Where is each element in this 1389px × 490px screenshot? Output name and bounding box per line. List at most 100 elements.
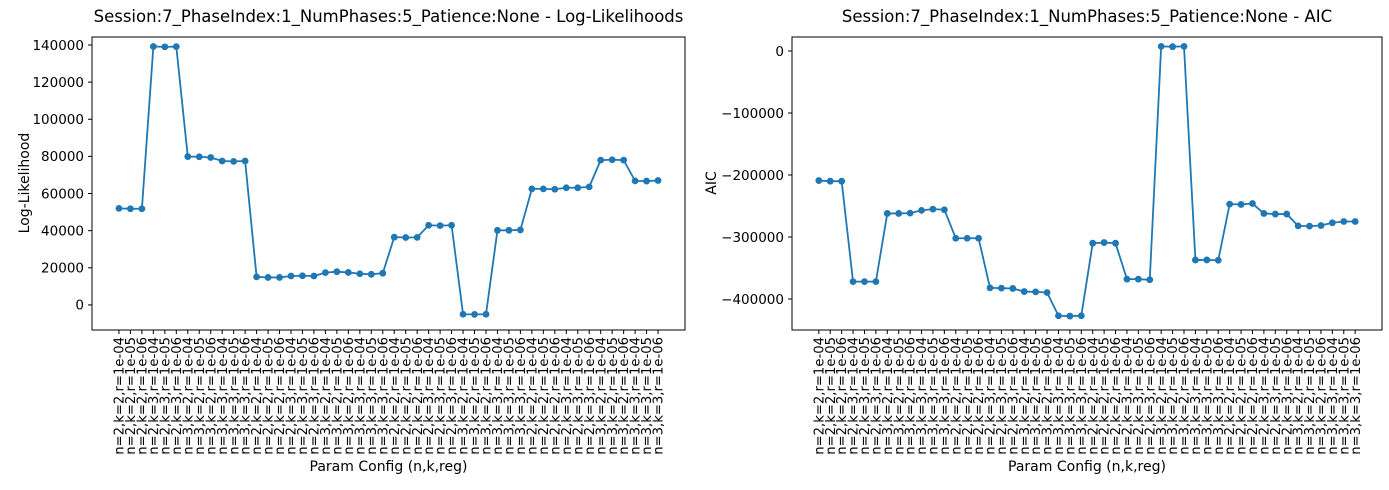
svg-text:n=2,k=3,r=1e-04: n=2,k=3,r=1e-04 [984, 337, 999, 455]
svg-text:n=2,k=2,r=1e-06: n=2,k=2,r=1e-06 [548, 337, 563, 455]
svg-text:n=3,k=3,r=1e-05: n=3,k=3,r=1e-05 [927, 337, 942, 455]
svg-text:n=2,k=2,r=1e-05: n=2,k=2,r=1e-05 [262, 337, 277, 455]
svg-text:n=3,k=3,r=1e-06: n=3,k=3,r=1e-06 [1349, 337, 1364, 455]
svg-text:n=3,k=2,r=1e-04: n=3,k=2,r=1e-04 [1155, 337, 1170, 455]
svg-text:n=2,k=3,r=1e-04: n=2,k=3,r=1e-04 [422, 337, 437, 455]
svg-text:n=2,k=2,r=1e-06: n=2,k=2,r=1e-06 [273, 337, 288, 455]
svg-text:n=2,k=2,r=1e-05: n=2,k=2,r=1e-05 [124, 337, 139, 455]
svg-text:−100000: −100000 [721, 106, 784, 122]
y-axis-label: Log-Likelihood [17, 132, 33, 234]
svg-text:n=3,k=3,r=1e-06: n=3,k=3,r=1e-06 [514, 337, 529, 455]
svg-text:n=3,k=2,r=1e-06: n=3,k=2,r=1e-06 [480, 337, 495, 455]
svg-text:n=2,k=3,r=1e-06: n=2,k=3,r=1e-06 [308, 337, 323, 455]
svg-text:n=3,k=3,r=1e-04: n=3,k=3,r=1e-04 [353, 337, 368, 455]
svg-text:n=2,k=3,r=1e-05: n=2,k=3,r=1e-05 [1269, 337, 1284, 455]
svg-text:n=2,k=3,r=1e-06: n=2,k=3,r=1e-06 [1280, 337, 1295, 455]
svg-text:0: 0 [75, 298, 84, 314]
svg-text:80000: 80000 [41, 149, 84, 165]
svg-text:n=3,k=3,r=1e-05: n=3,k=3,r=1e-05 [640, 337, 655, 455]
svg-text:n=2,k=3,r=1e-04: n=2,k=3,r=1e-04 [847, 337, 862, 455]
svg-text:n=3,k=3,r=1e-04: n=3,k=3,r=1e-04 [1326, 337, 1341, 455]
svg-text:n=3,k=2,r=1e-06: n=3,k=2,r=1e-06 [904, 337, 919, 455]
svg-text:n=3,k=2,r=1e-05: n=3,k=2,r=1e-05 [330, 337, 345, 455]
svg-text:n=2,k=2,r=1e-06: n=2,k=2,r=1e-06 [135, 337, 150, 455]
svg-text:0: 0 [775, 44, 784, 60]
svg-text:n=2,k=3,r=1e-05: n=2,k=3,r=1e-05 [995, 337, 1010, 455]
svg-text:n=2,k=2,r=1e-05: n=2,k=2,r=1e-05 [1098, 337, 1113, 455]
svg-text:n=3,k=2,r=1e-05: n=3,k=2,r=1e-05 [1166, 337, 1181, 455]
svg-text:n=3,k=2,r=1e-05: n=3,k=2,r=1e-05 [892, 337, 907, 455]
svg-text:n=2,k=2,r=1e-06: n=2,k=2,r=1e-06 [972, 337, 987, 455]
svg-text:n=2,k=3,r=1e-06: n=2,k=3,r=1e-06 [869, 337, 884, 455]
log-likelihood-plot-area: 0 20000 40000 60000 80000 100000 120000 140000 n… [32, 36, 686, 455]
svg-text:n=3,k=3,r=1e-05: n=3,k=3,r=1e-05 [227, 337, 242, 455]
svg-text:−300000: −300000 [721, 230, 784, 246]
svg-text:n=2,k=3,r=1e-05: n=2,k=3,r=1e-05 [434, 337, 449, 455]
svg-text:n=3,k=2,r=1e-05: n=3,k=2,r=1e-05 [193, 337, 208, 455]
svg-text:n=3,k=3,r=1e-04: n=3,k=3,r=1e-04 [629, 337, 644, 455]
svg-text:60000: 60000 [41, 186, 84, 202]
svg-text:n=2,k=3,r=1e-04: n=2,k=3,r=1e-04 [1121, 337, 1136, 455]
aic-plot-area: 0 −100000 −200000 −300000 −400000 n=2,k=2,r=1… [721, 36, 1383, 455]
svg-text:120000: 120000 [32, 75, 84, 91]
svg-text:n=3,k=2,r=1e-04: n=3,k=2,r=1e-04 [594, 337, 609, 455]
svg-text:n=3,k=3,r=1e-04: n=3,k=3,r=1e-04 [915, 337, 930, 455]
svg-text:n=3,k=3,r=1e-04: n=3,k=3,r=1e-04 [491, 337, 506, 455]
svg-text:n=3,k=3,r=1e-05: n=3,k=3,r=1e-05 [503, 337, 518, 455]
svg-text:n=3,k=2,r=1e-05: n=3,k=2,r=1e-05 [1303, 337, 1318, 455]
svg-text:n=3,k=2,r=1e-04: n=3,k=2,r=1e-04 [881, 337, 896, 455]
svg-text:n=3,k=2,r=1e-05: n=3,k=2,r=1e-05 [468, 337, 483, 455]
svg-text:n=3,k=3,r=1e-06: n=3,k=3,r=1e-06 [938, 337, 953, 455]
svg-text:n=3,k=3,r=1e-06: n=3,k=3,r=1e-06 [652, 337, 667, 455]
svg-text:n=3,k=2,r=1e-06: n=3,k=2,r=1e-06 [617, 337, 632, 455]
svg-text:n=2,k=2,r=1e-06: n=2,k=2,r=1e-06 [1109, 337, 1124, 455]
chart-title: Session:7_PhaseIndex:1_NumPhases:5_Patie… [93, 7, 684, 26]
svg-text:n=2,k=2,r=1e-04: n=2,k=2,r=1e-04 [949, 337, 964, 455]
svg-text:n=2,k=3,r=1e-04: n=2,k=3,r=1e-04 [285, 337, 300, 455]
svg-text:n=3,k=3,r=1e-04: n=3,k=3,r=1e-04 [1189, 337, 1204, 455]
svg-text:n=2,k=3,r=1e-06: n=2,k=3,r=1e-06 [1143, 337, 1158, 455]
svg-text:n=2,k=2,r=1e-04: n=2,k=2,r=1e-04 [525, 337, 540, 455]
svg-text:n=3,k=3,r=1e-04: n=3,k=3,r=1e-04 [216, 337, 231, 455]
svg-text:n=2,k=3,r=1e-06: n=2,k=3,r=1e-06 [1006, 337, 1021, 455]
svg-text:n=2,k=3,r=1e-05: n=2,k=3,r=1e-05 [1132, 337, 1147, 455]
svg-text:n=3,k=2,r=1e-05: n=3,k=2,r=1e-05 [606, 337, 621, 455]
svg-text:n=3,k=2,r=1e-04: n=3,k=2,r=1e-04 [319, 337, 334, 455]
svg-text:n=3,k=2,r=1e-04: n=3,k=2,r=1e-04 [1292, 337, 1307, 455]
aic-chart: 0 −100000 −200000 −300000 −400000 n=2,k=2,r=1… [695, 0, 1389, 490]
svg-text:n=2,k=3,r=1e-04: n=2,k=3,r=1e-04 [560, 337, 575, 455]
svg-text:n=2,k=2,r=1e-05: n=2,k=2,r=1e-05 [1235, 337, 1250, 455]
log-likelihood-chart: 0 20000 40000 60000 80000 100000 120000 140000 n… [17, 7, 686, 475]
svg-text:n=3,k=3,r=1e-06: n=3,k=3,r=1e-06 [239, 337, 254, 455]
chart-title: Session:7_PhaseIndex:1_NumPhases:5_Patie… [841, 7, 1333, 26]
svg-text:n=3,k=3,r=1e-06: n=3,k=3,r=1e-06 [1212, 337, 1227, 455]
svg-text:n=3,k=3,r=1e-06: n=3,k=3,r=1e-06 [376, 337, 391, 455]
svg-text:−400000: −400000 [721, 292, 784, 308]
svg-text:n=2,k=3,r=1e-04: n=2,k=3,r=1e-04 [1257, 337, 1272, 455]
svg-text:n=3,k=2,r=1e-04: n=3,k=2,r=1e-04 [181, 337, 196, 455]
svg-text:n=2,k=2,r=1e-06: n=2,k=2,r=1e-06 [835, 337, 850, 455]
svg-text:n=2,k=2,r=1e-04: n=2,k=2,r=1e-04 [1223, 337, 1238, 455]
svg-text:n=2,k=3,r=1e-06: n=2,k=3,r=1e-06 [445, 337, 460, 455]
svg-text:n=2,k=2,r=1e-05: n=2,k=2,r=1e-05 [537, 337, 552, 455]
svg-text:n=3,k=2,r=1e-06: n=3,k=2,r=1e-06 [204, 337, 219, 455]
svg-text:140000: 140000 [32, 38, 84, 54]
svg-text:n=2,k=3,r=1e-05: n=2,k=3,r=1e-05 [158, 337, 173, 455]
svg-text:n=2,k=2,r=1e-04: n=2,k=2,r=1e-04 [812, 337, 827, 455]
svg-text:n=3,k=3,r=1e-04: n=3,k=3,r=1e-04 [1052, 337, 1067, 455]
svg-text:n=2,k=2,r=1e-04: n=2,k=2,r=1e-04 [113, 337, 128, 455]
svg-text:n=2,k=2,r=1e-05: n=2,k=2,r=1e-05 [824, 337, 839, 455]
svg-text:n=2,k=3,r=1e-05: n=2,k=3,r=1e-05 [858, 337, 873, 455]
svg-text:n=3,k=2,r=1e-04: n=3,k=2,r=1e-04 [457, 337, 472, 455]
svg-text:n=2,k=2,r=1e-04: n=2,k=2,r=1e-04 [250, 337, 265, 455]
svg-text:n=2,k=3,r=1e-05: n=2,k=3,r=1e-05 [296, 337, 311, 455]
svg-text:20000: 20000 [41, 261, 84, 277]
svg-text:n=2,k=3,r=1e-05: n=2,k=3,r=1e-05 [571, 337, 586, 455]
svg-text:n=2,k=3,r=1e-06: n=2,k=3,r=1e-06 [583, 337, 598, 455]
svg-text:n=3,k=3,r=1e-05: n=3,k=3,r=1e-05 [1337, 337, 1352, 455]
svg-text:n=2,k=2,r=1e-05: n=2,k=2,r=1e-05 [961, 337, 976, 455]
svg-text:n=3,k=3,r=1e-05: n=3,k=3,r=1e-05 [365, 337, 380, 455]
svg-text:n=3,k=3,r=1e-05: n=3,k=3,r=1e-05 [1200, 337, 1215, 455]
svg-text:n=2,k=2,r=1e-06: n=2,k=2,r=1e-06 [1246, 337, 1261, 455]
